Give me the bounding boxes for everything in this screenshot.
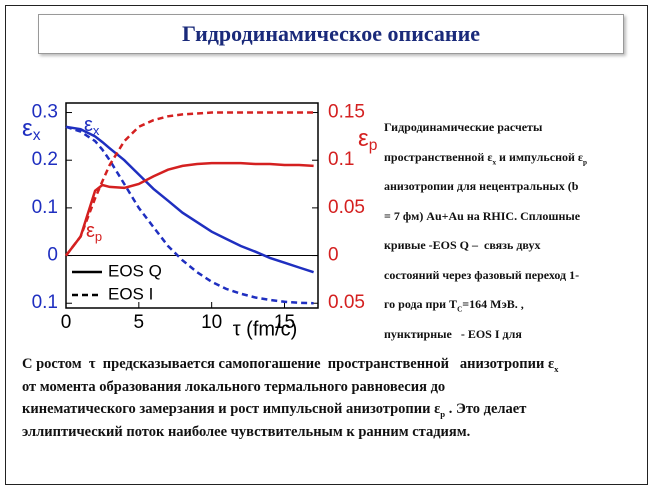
text-run: =164 МэВ. , <box>462 297 524 311</box>
series-line <box>65 125 314 305</box>
x-tick-label: 0 <box>61 312 72 333</box>
y2-axis-label-run: ε <box>358 125 369 152</box>
text-line: кинематического замерзания и рост импуль… <box>22 401 526 419</box>
text-run: кривые -EOS Q – связь двух <box>384 238 541 252</box>
legend-label: EOS I <box>108 284 153 303</box>
y-axis-label-run: x <box>33 127 41 144</box>
text-run: . Это делает <box>445 401 527 417</box>
text-line: анизотропии для нецентральных (b <box>384 179 578 194</box>
text-line: пространственной εx и импульсной εp <box>384 150 587 166</box>
text-line: кривые -EOS Q – связь двух <box>384 238 540 253</box>
y2-axis-label-run: p <box>369 137 378 154</box>
y2-tick-label: 0.15 <box>328 102 365 123</box>
y2-tick-label: 0 <box>328 245 339 266</box>
slide-frame <box>5 5 648 485</box>
y2-axis-label: εp <box>358 125 378 154</box>
series-line <box>65 161 314 257</box>
y-tick-label: 0.1 <box>32 197 58 218</box>
y2-tick-label: 0.05 <box>328 292 365 313</box>
y2-tick-label: 0.05 <box>328 197 365 218</box>
annotation: εp <box>86 220 102 244</box>
text-run: состояний через фазовый переход 1- <box>384 267 580 282</box>
text-run: С ростом τ предсказывается самопогашение… <box>22 356 555 372</box>
annotation: εx <box>84 114 100 138</box>
text-run: p <box>440 408 446 419</box>
text-run: Гидродинамические расчеты <box>384 120 543 134</box>
x-tick-label: 5 <box>134 312 145 333</box>
text-run: x <box>554 363 559 374</box>
text-run: = 7 фм) Au+Au на RHIC. Сплошные <box>384 208 581 223</box>
annotation-run: ε <box>86 220 95 242</box>
text-run: C <box>457 305 463 314</box>
y-tick-label: 0.3 <box>32 102 58 123</box>
text-run: пунктирные - EOS I для <box>384 326 522 341</box>
x-tick-label: 10 <box>201 312 222 333</box>
text-line: от момента образования локального термал… <box>22 379 445 396</box>
series-line <box>65 111 314 257</box>
text-line: С ростом τ предсказывается самопогашение… <box>22 356 559 374</box>
annotation-run: x <box>93 123 100 138</box>
text-line: Гидродинамические расчеты <box>384 120 542 135</box>
text-run: p <box>583 157 588 166</box>
y-axis-label-run: ε <box>22 115 33 142</box>
text-run: анизотропии для нецентральных (b <box>384 179 579 193</box>
slide-title: Гидродинамическое описание <box>38 14 624 54</box>
plot-frame <box>65 102 319 309</box>
text-run: го рода при T <box>384 297 458 311</box>
annotation-run: ε <box>84 114 93 136</box>
legend-label: EOS Q <box>108 261 162 280</box>
y-tick-label: 0 <box>47 245 58 266</box>
text-run: эллиптический поток наиболее чувствитель… <box>22 423 471 440</box>
series-line <box>65 125 314 274</box>
text-run: и импульсной ε <box>496 149 584 164</box>
y2-tick-label: 0.1 <box>328 149 354 170</box>
text-run: от момента образования локального термал… <box>22 378 446 395</box>
text-line: пунктирные - EOS I для <box>384 327 522 342</box>
x-axis-label: τ (fm/c) <box>233 318 298 340</box>
text-line: = 7 фм) Au+Au на RHIC. Сплошные <box>384 209 580 224</box>
text-line: го рода при TC=164 МэВ. , <box>384 297 524 313</box>
text-run: x <box>492 157 497 166</box>
x-tick-label: 15 <box>274 312 295 333</box>
y-axis-label: εx <box>22 115 41 144</box>
y-tick-label: 0.2 <box>32 149 58 170</box>
annotation-run: p <box>95 229 102 244</box>
text-run: кинематического замерзания и рост импуль… <box>22 401 441 417</box>
text-run: пространственной ε <box>384 149 493 164</box>
y-tick-label: 0.1 <box>32 292 58 313</box>
text-line: состояний через фазовый переход 1- <box>384 268 579 283</box>
text-line: эллиптический поток наиболее чувствитель… <box>22 424 470 441</box>
